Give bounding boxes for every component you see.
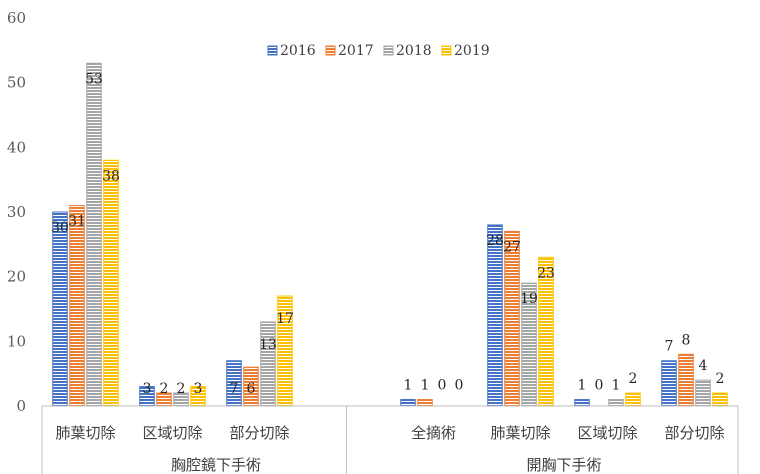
bar-2017-4 — [504, 230, 520, 407]
data-label: 6 — [247, 381, 256, 397]
data-label: 8 — [682, 332, 691, 348]
data-label: 23 — [537, 265, 555, 281]
data-label: 4 — [699, 358, 708, 374]
y-tick-label: 10 — [7, 332, 26, 350]
data-label: 2 — [629, 371, 638, 387]
y-tick-label: 20 — [7, 268, 26, 286]
data-label: 0 — [438, 378, 447, 394]
x-category-label: 区域切除 — [142, 424, 202, 442]
bar-2017-3 — [417, 399, 433, 407]
x-category-label: 肺葉切除 — [55, 424, 115, 442]
bar-2016-4 — [487, 224, 503, 407]
bar-2018-5 — [608, 399, 624, 407]
legend-swatch — [441, 45, 452, 56]
legend-swatch — [267, 45, 278, 56]
legend-swatch — [325, 45, 336, 56]
legend-label: 2019 — [454, 43, 490, 59]
y-tick-label: 30 — [7, 203, 26, 221]
data-label: 30 — [51, 220, 69, 236]
data-label: 1 — [578, 378, 587, 394]
bar-2018-0 — [86, 62, 102, 407]
data-label: 31 — [68, 214, 86, 230]
legend-swatch — [383, 45, 394, 56]
data-label: 19 — [520, 291, 538, 307]
legend-label: 2018 — [396, 43, 432, 59]
data-label: 2 — [716, 371, 725, 387]
y-tick-label: 60 — [7, 9, 26, 27]
bar-2018-6 — [695, 379, 711, 407]
data-label: 3 — [143, 381, 152, 397]
data-label: 13 — [259, 337, 277, 353]
data-label: 0 — [455, 378, 464, 394]
y-tick-label: 0 — [16, 397, 26, 415]
x-group-label: 開胸下手術 — [526, 456, 601, 474]
legend-label: 2016 — [280, 43, 316, 59]
data-label: 1 — [421, 378, 430, 394]
data-label: 53 — [85, 71, 103, 87]
bar-2019-0 — [103, 159, 119, 407]
bar-2016-0 — [52, 211, 68, 407]
bar-2016-3 — [400, 399, 416, 407]
data-label: 7 — [665, 339, 674, 355]
data-label: 2 — [160, 381, 169, 397]
data-label: 0 — [595, 378, 604, 394]
x-category-label: 全摘術 — [411, 424, 456, 442]
bar-2019-6 — [712, 392, 728, 407]
data-label: 2 — [177, 381, 186, 397]
data-label: 38 — [102, 168, 120, 184]
x-category-label: 肺葉切除 — [490, 424, 550, 442]
legend: 2016 2017 2018 2019 — [267, 43, 490, 59]
bar-2018-2 — [260, 321, 276, 407]
bar-2017-6 — [678, 353, 694, 407]
x-category-label: 区域切除 — [577, 424, 637, 442]
legend-label: 2017 — [338, 43, 374, 59]
data-label: 27 — [503, 239, 521, 255]
y-axis-ticks: 0 10 20 30 40 50 60 — [7, 9, 26, 415]
data-label: 7 — [230, 381, 239, 397]
bar-2016-5 — [574, 399, 590, 407]
data-label: 1 — [612, 378, 621, 394]
bar-2016-6 — [661, 360, 677, 407]
y-tick-label: 40 — [7, 138, 26, 156]
bar-2017-0 — [69, 205, 85, 407]
data-label: 3 — [194, 381, 203, 397]
data-label: 1 — [404, 378, 413, 394]
x-category-label: 部分切除 — [229, 424, 289, 442]
bar-2019-5 — [625, 392, 641, 407]
x-category-label: 部分切除 — [664, 424, 724, 442]
y-tick-label: 50 — [7, 74, 26, 92]
data-label: 17 — [276, 311, 294, 327]
x-group-label: 胸腔鏡下手術 — [171, 456, 261, 474]
data-label: 28 — [486, 233, 504, 249]
